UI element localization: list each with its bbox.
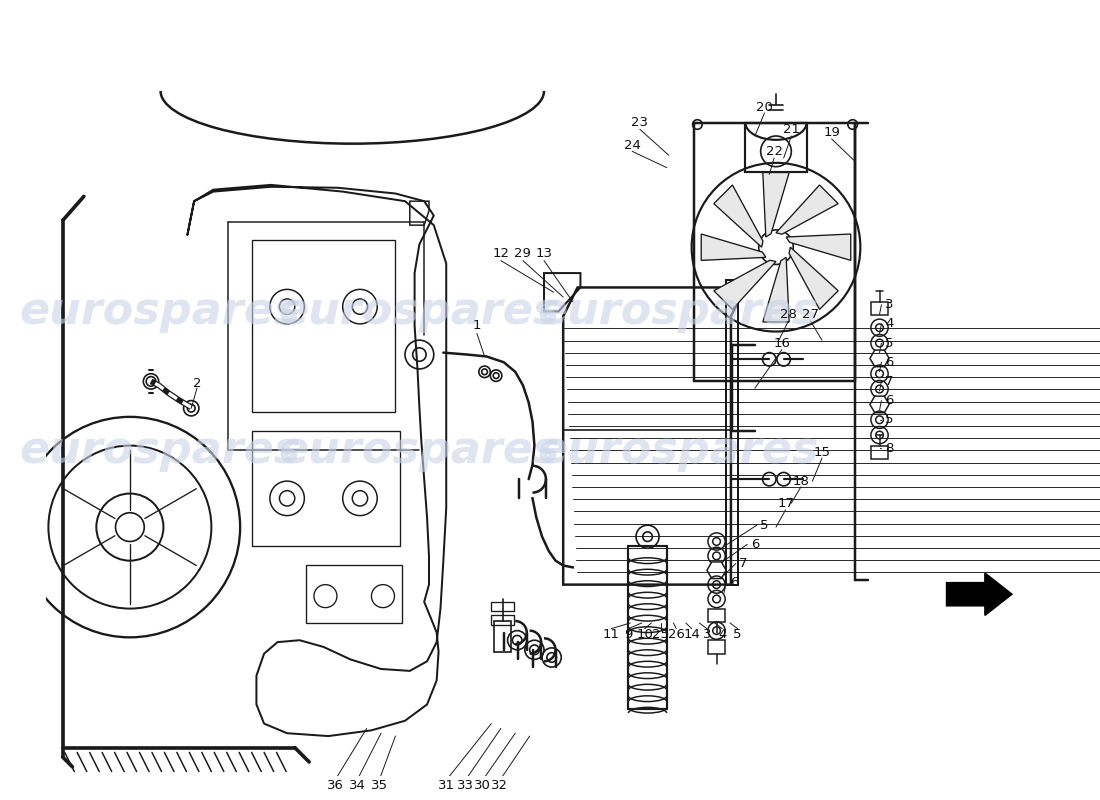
Text: 16: 16 <box>773 337 790 350</box>
Text: 23: 23 <box>631 116 648 129</box>
Text: eurospares: eurospares <box>278 429 560 472</box>
Text: 13: 13 <box>536 247 552 261</box>
Bar <box>708 640 725 654</box>
Text: 10: 10 <box>636 628 653 641</box>
Text: 18: 18 <box>792 474 810 487</box>
Bar <box>252 239 395 412</box>
Polygon shape <box>762 173 789 237</box>
Text: eurospares: eurospares <box>538 429 818 472</box>
Text: 4: 4 <box>884 318 893 330</box>
Text: 4: 4 <box>718 628 726 641</box>
Text: 8: 8 <box>884 442 893 455</box>
Text: 24: 24 <box>624 139 640 152</box>
Text: 35: 35 <box>371 779 387 793</box>
Text: 26: 26 <box>668 628 684 641</box>
Text: 14: 14 <box>683 628 700 641</box>
Text: 30: 30 <box>474 779 491 793</box>
Text: 5: 5 <box>884 337 893 350</box>
Polygon shape <box>714 260 775 310</box>
Text: 7: 7 <box>884 375 893 388</box>
Bar <box>871 302 888 315</box>
Text: 7: 7 <box>739 557 748 570</box>
Text: 5: 5 <box>884 414 893 426</box>
Text: eurospares: eurospares <box>538 290 818 333</box>
Text: 3: 3 <box>703 628 712 641</box>
Text: 5: 5 <box>760 518 769 532</box>
Polygon shape <box>947 573 1012 615</box>
Polygon shape <box>786 234 850 260</box>
Text: 9: 9 <box>624 628 632 641</box>
Bar <box>492 602 515 611</box>
Circle shape <box>146 377 156 386</box>
Bar <box>708 609 725 622</box>
Polygon shape <box>870 350 889 366</box>
Text: 6: 6 <box>729 576 738 590</box>
Bar <box>306 566 403 623</box>
Bar <box>726 280 738 585</box>
Polygon shape <box>707 562 726 578</box>
Text: 6: 6 <box>884 394 893 407</box>
Bar <box>871 446 888 459</box>
Polygon shape <box>776 185 838 234</box>
Bar <box>494 621 512 652</box>
Text: 6: 6 <box>750 538 759 551</box>
Text: 21: 21 <box>783 122 800 136</box>
Bar <box>694 122 855 382</box>
Text: 32: 32 <box>492 779 508 793</box>
Circle shape <box>759 230 793 265</box>
Text: 12: 12 <box>493 247 509 261</box>
Text: 33: 33 <box>456 779 474 793</box>
Text: eurospares: eurospares <box>20 429 301 472</box>
Text: 11: 11 <box>603 628 619 641</box>
Text: 1: 1 <box>473 319 481 332</box>
Text: 6: 6 <box>884 356 893 369</box>
Text: 15: 15 <box>814 446 830 459</box>
Bar <box>746 122 806 173</box>
Text: 2: 2 <box>192 377 201 390</box>
Polygon shape <box>870 396 889 413</box>
Polygon shape <box>762 258 789 322</box>
Bar <box>492 615 515 625</box>
Text: 5: 5 <box>734 628 741 641</box>
Text: 3: 3 <box>884 298 893 311</box>
Text: 19: 19 <box>823 126 840 138</box>
Text: 27: 27 <box>802 308 820 321</box>
Text: 22: 22 <box>766 145 782 158</box>
Text: 34: 34 <box>349 779 365 793</box>
Text: 31: 31 <box>438 779 454 793</box>
Text: 20: 20 <box>756 101 773 114</box>
Text: 36: 36 <box>327 779 343 793</box>
Polygon shape <box>789 247 838 310</box>
Text: 25: 25 <box>652 628 670 641</box>
Text: eurospares: eurospares <box>278 290 560 333</box>
Text: 17: 17 <box>777 497 794 510</box>
Text: eurospares: eurospares <box>20 290 301 333</box>
Text: 28: 28 <box>780 308 796 321</box>
Text: 29: 29 <box>515 247 531 261</box>
Polygon shape <box>701 234 766 260</box>
Bar <box>252 431 400 546</box>
Polygon shape <box>714 185 763 247</box>
